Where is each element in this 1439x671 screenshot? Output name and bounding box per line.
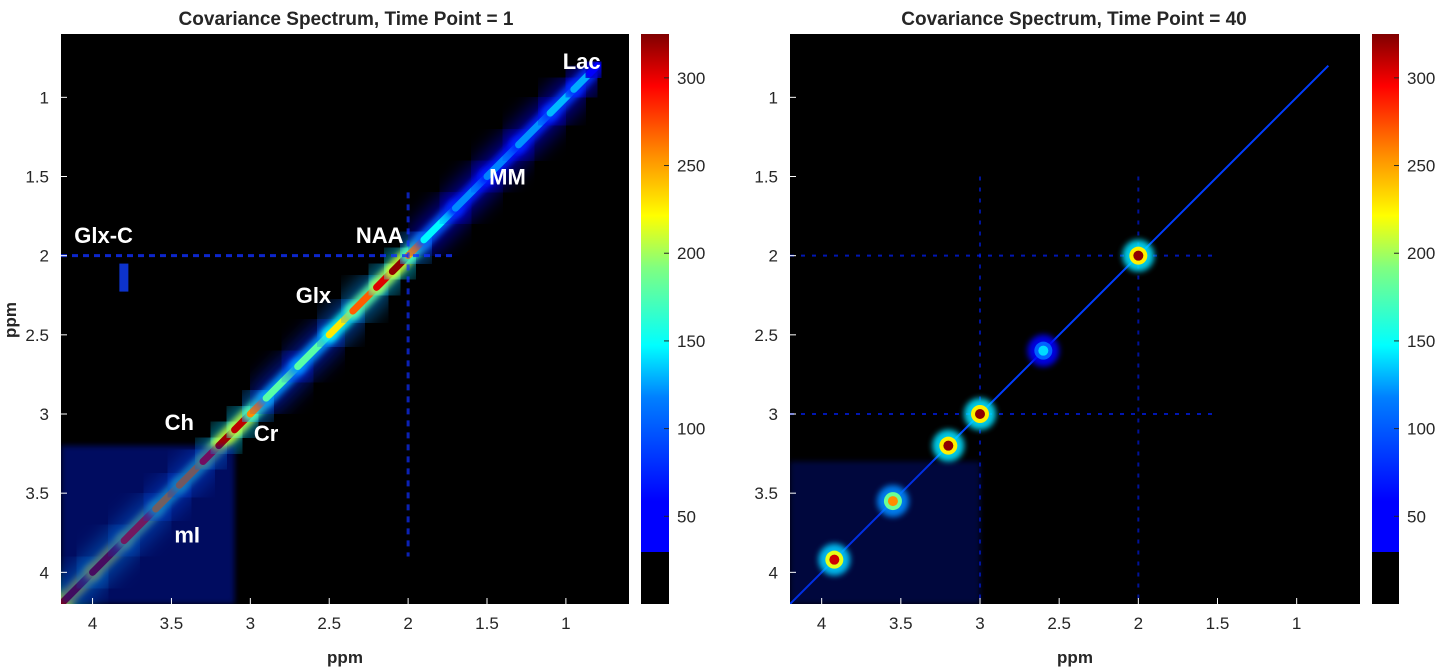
panel-1-y-ticks: 1 1.5 2 2.5 3 3.5 4 [25, 88, 67, 582]
annotation-mi: mI [174, 522, 200, 547]
panel-2-colorbar: 50 100 150 200 250 300 [1372, 34, 1435, 604]
x-tick-label: 2 [1134, 614, 1143, 633]
y-tick-label: 1.5 [25, 168, 49, 187]
glx-c-feature [119, 263, 129, 292]
noise-region [790, 461, 980, 604]
y-tick-label: 4 [40, 563, 49, 582]
panel-1-annotations: Lac MM Glx-C NAA Glx Ch Cr mI [74, 49, 600, 547]
panel-1-heatmap [61, 48, 615, 604]
annotation-glx: Glx [296, 283, 332, 308]
panel-2-colorbar-black [1372, 552, 1399, 604]
panel-1-x-axis-label: ppm [327, 648, 363, 667]
panel-2: Covariance Spectrum, Time Point = 40 4 3.… [754, 9, 1435, 667]
y-tick-label: 1 [40, 88, 49, 107]
panel-2-title: Covariance Spectrum, Time Point = 40 [901, 9, 1246, 30]
x-tick-label: 4 [817, 614, 826, 633]
y-tick-label: 2 [40, 247, 49, 266]
x-tick-label: 3.5 [160, 614, 184, 633]
x-tick-label: 1.5 [475, 614, 499, 633]
colorbar-tick-label: 250 [1407, 157, 1435, 176]
x-tick-label: 1.5 [1206, 614, 1230, 633]
annotation-mm: MM [489, 164, 526, 189]
panel-1-title: Covariance Spectrum, Time Point = 1 [179, 9, 514, 30]
annotation-naa: NAA [356, 223, 404, 248]
y-tick-label: 1 [769, 88, 778, 107]
y-tick-label: 4 [769, 563, 778, 582]
colorbar-tick-label: 200 [1407, 244, 1435, 263]
colorbar-tick-label: 50 [677, 507, 696, 526]
colorbar-tick-label: 150 [677, 332, 705, 351]
annotation-cr: Cr [254, 421, 279, 446]
colorbar-tick-label: 150 [1407, 332, 1435, 351]
panel-2-heatmap [790, 64, 1330, 604]
panel-1-colorbar-gradient [641, 34, 669, 553]
x-tick-label: 2.5 [1047, 614, 1071, 633]
peak [887, 496, 898, 507]
peak [975, 409, 985, 419]
panel-2-colorbar-gradient [1372, 34, 1399, 553]
colorbar-tick-label: 300 [677, 69, 705, 88]
panel-2-x-axis-label: ppm [1057, 648, 1093, 667]
x-tick-label: 1 [1292, 614, 1301, 633]
colorbar-tick-label: 100 [1407, 420, 1435, 439]
peak [943, 440, 954, 451]
y-tick-label: 2.5 [25, 326, 49, 345]
panel-1-colorbar-black [641, 552, 669, 604]
diagonal-segment [586, 62, 601, 78]
y-tick-label: 3 [769, 405, 778, 424]
y-tick-label: 2 [769, 247, 778, 266]
colorbar-tick-label: 300 [1407, 69, 1435, 88]
peak [1038, 345, 1049, 356]
x-tick-label: 2.5 [317, 614, 341, 633]
annotation-glx-c: Glx-C [74, 223, 133, 248]
panel-1-y-axis-label: ppm [1, 302, 20, 338]
colorbar-tick-label: 200 [677, 244, 705, 263]
peak [829, 554, 840, 565]
x-tick-label: 1 [561, 614, 570, 633]
panel-1: Covariance Spectrum, Time Point = 1 4 3.5… [1, 9, 705, 667]
y-tick-label: 1.5 [754, 168, 778, 187]
colorbar-tick-label: 100 [677, 420, 705, 439]
x-tick-label: 2 [403, 614, 412, 633]
y-tick-label: 3 [40, 405, 49, 424]
y-tick-label: 3.5 [25, 484, 49, 503]
noise-region [61, 445, 235, 604]
panel-2-x-ticks: 4 3.5 3 2.5 2 1.5 1 [817, 598, 1301, 633]
panel-1-colorbar: 50 100 150 200 250 300 [641, 34, 705, 604]
x-tick-label: 3.5 [889, 614, 913, 633]
x-tick-label: 3 [246, 614, 255, 633]
colorbar-tick-label: 250 [677, 157, 705, 176]
x-tick-label: 3 [975, 614, 984, 633]
colorbar-tick-label: 50 [1407, 507, 1426, 526]
annotation-ch: Ch [165, 410, 194, 435]
peak [1133, 250, 1144, 261]
x-tick-label: 4 [88, 614, 97, 633]
y-tick-label: 3.5 [754, 484, 778, 503]
panel-2-y-ticks: 1 1.5 2 2.5 3 3.5 4 [754, 88, 796, 582]
annotation-lac: Lac [563, 49, 601, 74]
panel-1-x-ticks: 4 3.5 3 2.5 2 1.5 1 [88, 598, 571, 633]
y-tick-label: 2.5 [754, 326, 778, 345]
